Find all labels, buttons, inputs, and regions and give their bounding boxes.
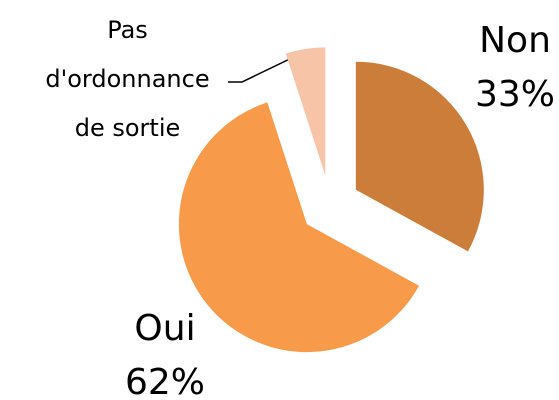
slice-label: Oui 62%: [105, 302, 225, 400]
pie-slice: [355, 61, 484, 252]
value-label: 33%: [474, 74, 555, 115]
category-label: Pas d'ordonnance de sortie: [45, 16, 210, 143]
value-label: 62%: [124, 362, 205, 400]
slice-label: Pas d'ordonnance de sortie: [45, 6, 210, 154]
pie-slice: [178, 102, 420, 353]
leader-line: [228, 54, 299, 83]
pie-slice: [285, 47, 326, 176]
category-label: Non: [479, 20, 551, 61]
slice-label: Non 33%: [455, 14, 559, 122]
category-label: Oui: [134, 308, 196, 349]
